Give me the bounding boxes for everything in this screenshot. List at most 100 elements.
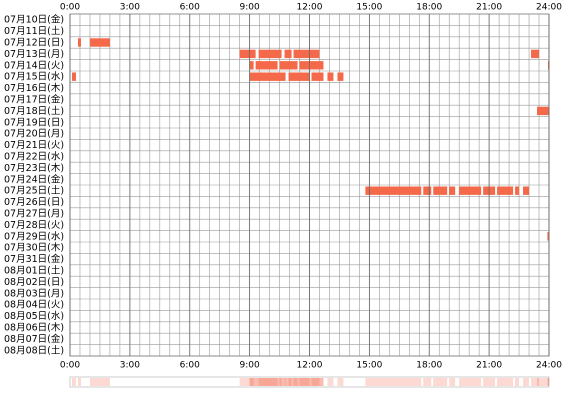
activity-span bbox=[77, 38, 81, 47]
row-label: 07月25日(土) bbox=[4, 185, 64, 197]
summary-span bbox=[365, 378, 422, 386]
activity-span bbox=[255, 61, 278, 70]
summary-strip bbox=[69, 376, 550, 388]
activity-span bbox=[258, 49, 282, 59]
x-tick-label: 18:00 bbox=[416, 3, 442, 13]
activity-span bbox=[89, 38, 110, 47]
row-label: 08月06日(木) bbox=[4, 322, 64, 334]
x-tick-label-bottom: 24:00 bbox=[536, 361, 562, 371]
x-tick-label: 21:00 bbox=[476, 3, 502, 13]
activity-span bbox=[284, 49, 292, 59]
summary-span bbox=[77, 378, 81, 386]
row-label: 07月21日(火) bbox=[4, 140, 64, 151]
activity-span bbox=[548, 61, 550, 70]
activity-span bbox=[279, 61, 298, 70]
row-label: 07月27日(月) bbox=[4, 209, 64, 220]
activity-span bbox=[497, 186, 514, 195]
row-label: 07月29日(水) bbox=[4, 230, 64, 242]
summary-span bbox=[337, 378, 344, 386]
x-tick-label: 15:00 bbox=[356, 3, 382, 13]
row-label: 08月05日(水) bbox=[4, 310, 64, 322]
x-tick-label: 6:00 bbox=[180, 3, 200, 13]
row-label: 08月07日(金) bbox=[4, 333, 64, 345]
row-label: 07月14日(火) bbox=[4, 60, 64, 71]
row-label: 07月16日(木) bbox=[4, 82, 64, 94]
summary-span bbox=[531, 378, 540, 386]
x-tick-label-bottom: 21:00 bbox=[476, 361, 502, 371]
row-label: 07月31日(金) bbox=[4, 253, 64, 265]
x-tick-label-bottom: 12:00 bbox=[297, 361, 323, 371]
summary-span bbox=[249, 378, 286, 386]
activity-span bbox=[423, 186, 432, 195]
activity-span bbox=[299, 61, 324, 70]
row-label: 08月01日(土) bbox=[4, 265, 64, 277]
activity-span bbox=[249, 61, 254, 70]
row-label: 08月08日(土) bbox=[4, 344, 64, 356]
activity-span bbox=[71, 72, 76, 81]
row-label: 07月30日(木) bbox=[4, 242, 64, 254]
activity-span bbox=[365, 186, 422, 195]
summary-span bbox=[537, 378, 549, 386]
row-label: 07月13日(月) bbox=[4, 49, 64, 60]
activity-span bbox=[531, 49, 540, 59]
summary-span bbox=[279, 378, 298, 386]
summary-span bbox=[547, 378, 549, 386]
activity-span bbox=[239, 49, 256, 59]
x-tick-label: 3:00 bbox=[120, 3, 140, 13]
row-label: 07月10日(金) bbox=[4, 14, 64, 26]
summary-span bbox=[239, 378, 256, 386]
activity-span bbox=[515, 186, 520, 195]
row-label: 07月18日(土) bbox=[4, 105, 64, 117]
summary-span bbox=[258, 378, 282, 386]
summary-span bbox=[255, 378, 278, 386]
x-tick-label-bottom: 18:00 bbox=[416, 361, 442, 371]
summary-span bbox=[523, 378, 530, 386]
activity-span bbox=[311, 72, 324, 81]
activity-span bbox=[288, 72, 310, 81]
activity-span bbox=[249, 72, 286, 81]
x-tick-label-bottom: 0:00 bbox=[60, 361, 80, 371]
summary-span bbox=[293, 378, 320, 386]
summary-span bbox=[249, 378, 254, 386]
row-label: 07月24日(金) bbox=[4, 173, 64, 185]
row-label: 07月20日(月) bbox=[4, 129, 64, 140]
row-label: 07月11日(土) bbox=[4, 25, 64, 37]
x-tick-label-bottom: 3:00 bbox=[120, 361, 140, 371]
activity-span bbox=[547, 232, 549, 241]
activity-span bbox=[523, 186, 530, 195]
summary-span bbox=[71, 378, 76, 386]
row-label: 07月26日(日) bbox=[4, 197, 64, 208]
row-label: 08月03日(月) bbox=[4, 288, 64, 299]
summary-span bbox=[483, 378, 496, 386]
summary-span bbox=[288, 378, 310, 386]
row-label: 07月19日(日) bbox=[4, 117, 64, 128]
activity-span bbox=[459, 186, 482, 195]
summary-span bbox=[497, 378, 514, 386]
x-tick-label: 0:00 bbox=[60, 3, 80, 13]
summary-span bbox=[311, 378, 324, 386]
activity-span bbox=[433, 186, 448, 195]
summary-span bbox=[433, 378, 448, 386]
activity-span bbox=[537, 106, 549, 116]
summary-span bbox=[515, 378, 520, 386]
row-label: 07月17日(金) bbox=[4, 94, 64, 106]
x-tick-label: 9:00 bbox=[240, 3, 260, 13]
summary-span bbox=[327, 378, 334, 386]
summary-span bbox=[299, 378, 324, 386]
activity-span bbox=[293, 49, 320, 59]
x-tick-label-bottom: 15:00 bbox=[356, 361, 382, 371]
x-tick-label: 24:00 bbox=[536, 3, 562, 13]
x-tick-label-bottom: 9:00 bbox=[240, 361, 260, 371]
summary-span bbox=[548, 378, 550, 386]
row-label: 07月22日(水) bbox=[4, 151, 64, 163]
summary-span bbox=[449, 378, 456, 386]
summary-span bbox=[459, 378, 482, 386]
row-label: 08月04日(火) bbox=[4, 300, 64, 311]
row-label: 08月02日(日) bbox=[4, 277, 64, 288]
row-label: 07月12日(日) bbox=[4, 38, 64, 49]
x-tick-label: 12:00 bbox=[297, 3, 323, 13]
row-label: 07月15日(水) bbox=[4, 71, 64, 83]
activity-span bbox=[449, 186, 456, 195]
summary-span bbox=[423, 378, 432, 386]
